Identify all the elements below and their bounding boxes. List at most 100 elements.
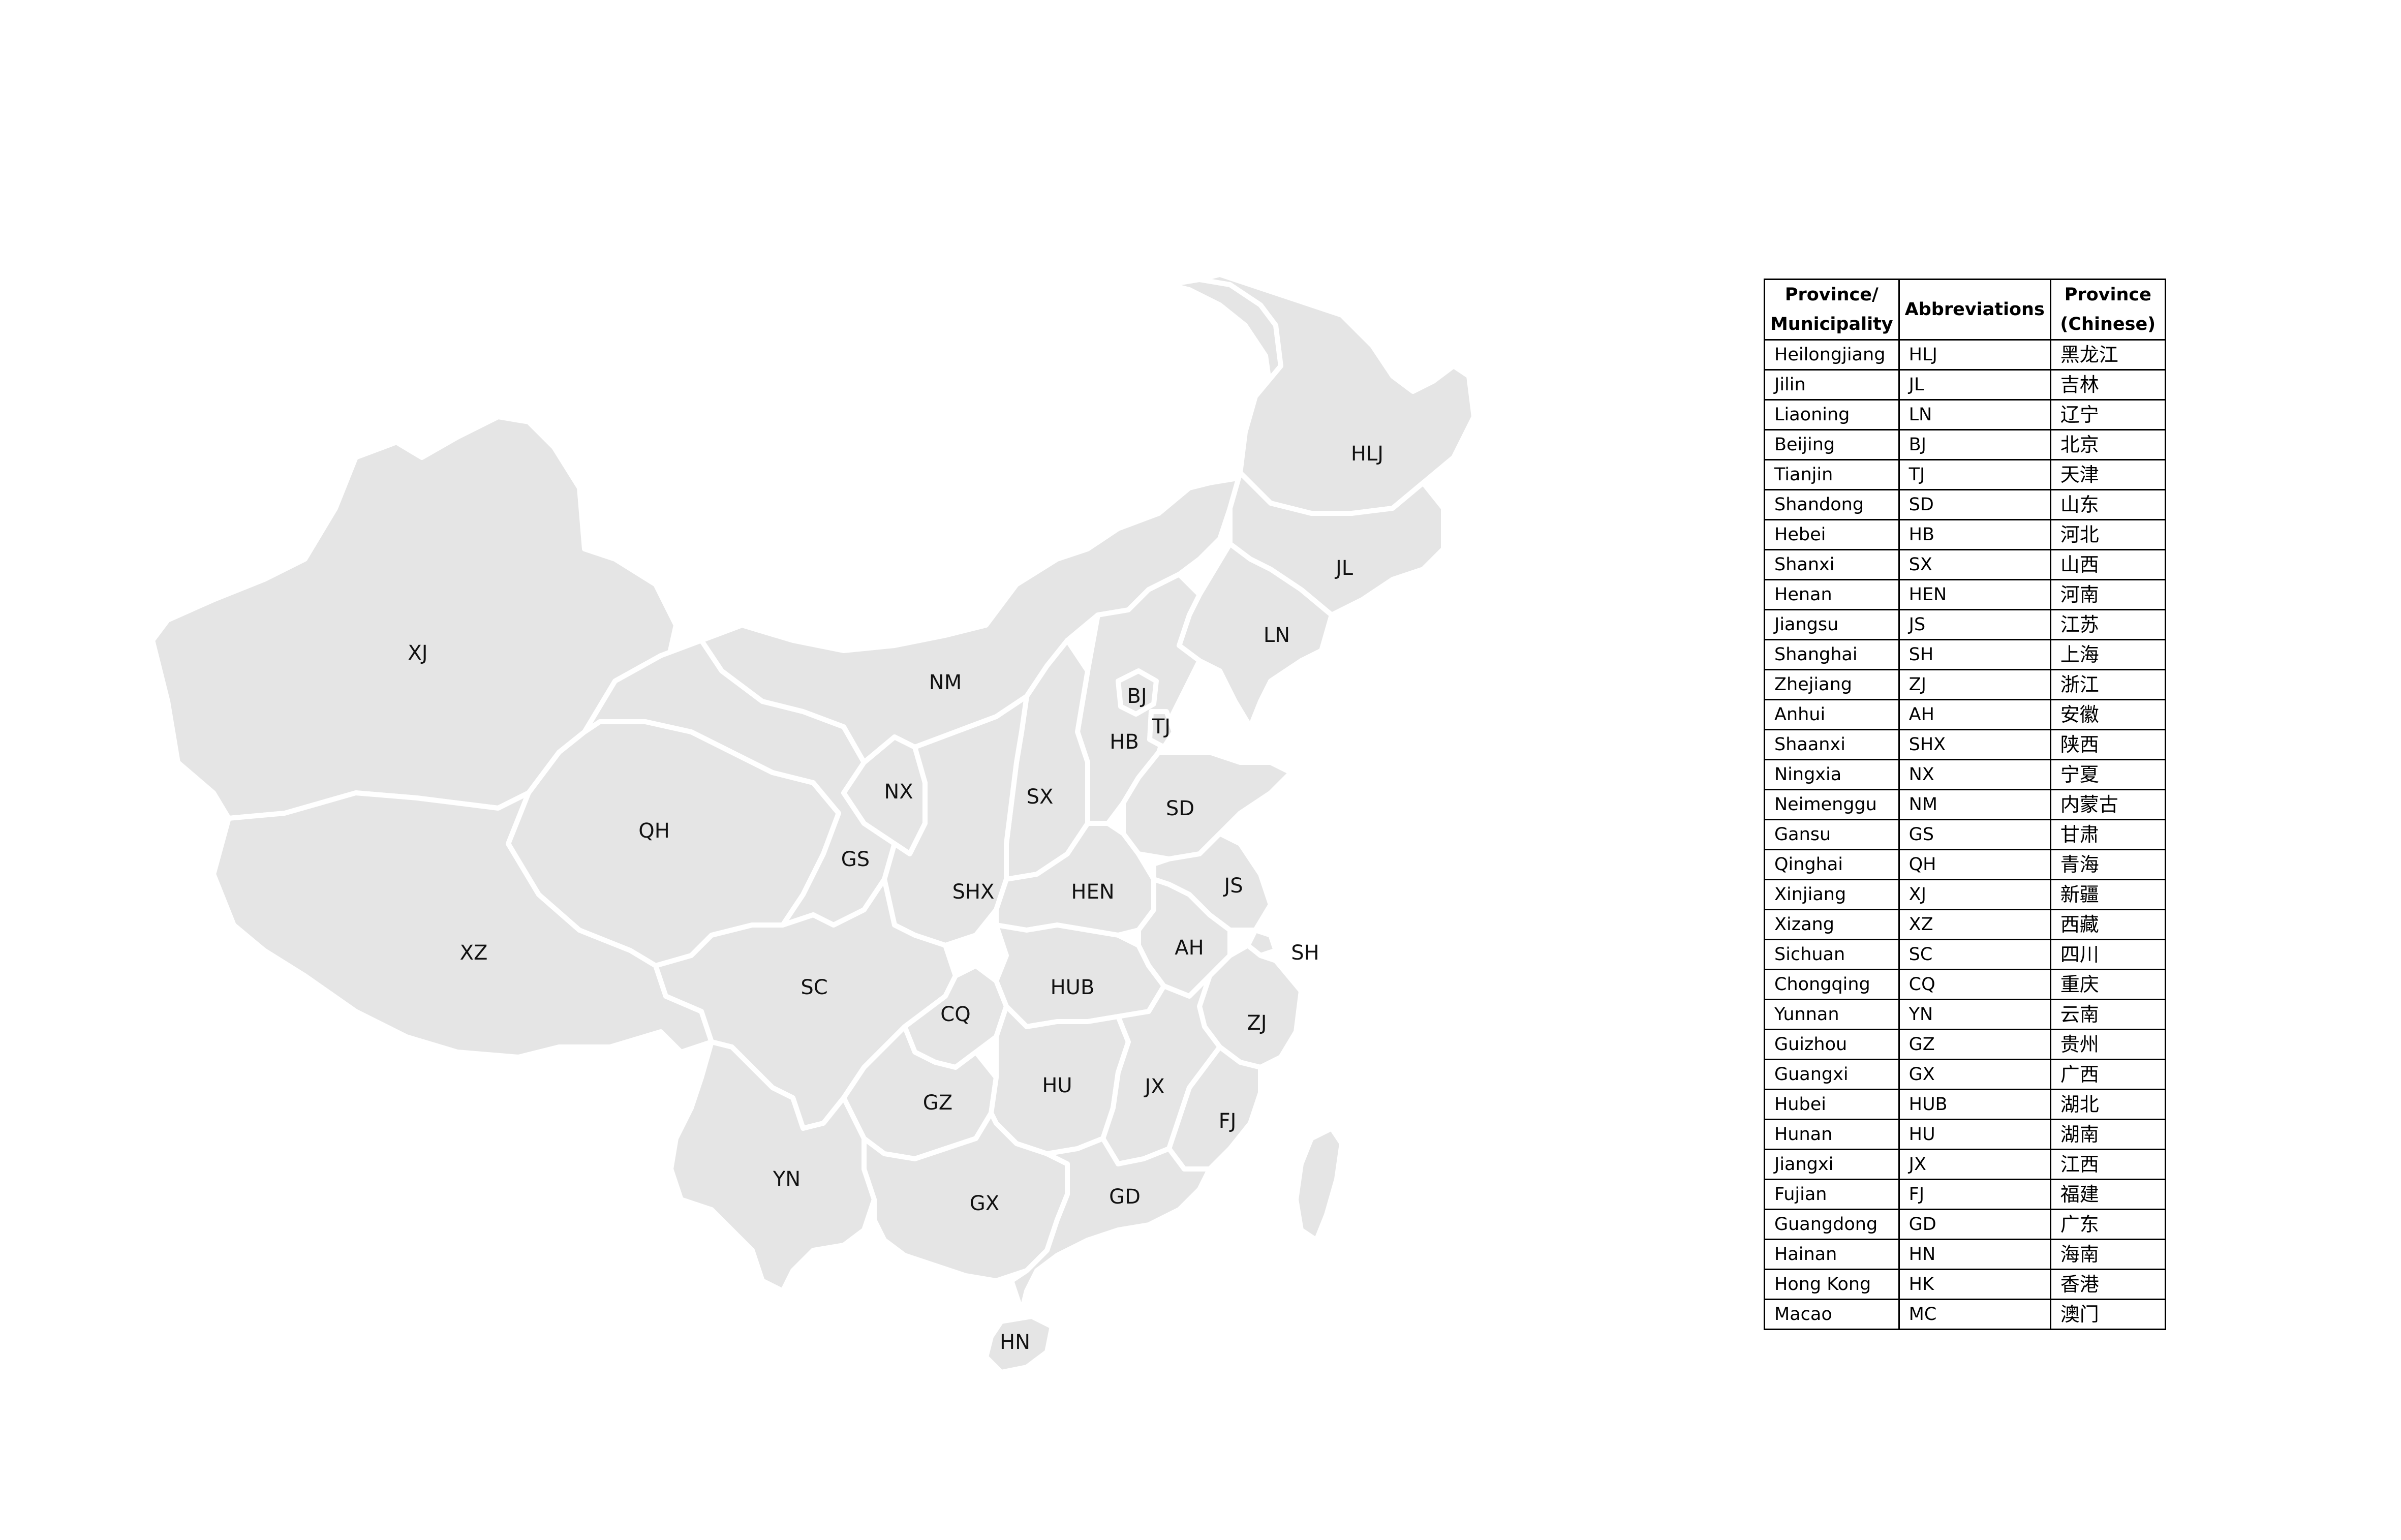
- table-row: Henan HEN 河南: [1764, 579, 2166, 610]
- map-label-bj: BJ: [1127, 685, 1147, 708]
- map-label-hb: HB: [1110, 730, 1139, 754]
- cell-province: Liaoning: [1764, 399, 1900, 430]
- cell-abbreviation: HEN: [1898, 579, 2051, 610]
- header-abbreviations: Abbreviations: [1898, 279, 2051, 341]
- cell-chinese: 澳门: [2049, 1299, 2166, 1330]
- cell-province: Fujian: [1764, 1179, 1900, 1210]
- cell-chinese: 上海: [2049, 639, 2166, 670]
- cell-chinese: 黑龙江: [2049, 339, 2166, 371]
- cell-abbreviation: MC: [1898, 1299, 2051, 1330]
- cell-chinese: 广西: [2049, 1059, 2166, 1090]
- cell-province: Heilongjiang: [1764, 339, 1900, 371]
- cell-chinese: 天津: [2049, 459, 2166, 490]
- table-header-row: Province/ Municipality Abbreviations Pro…: [1764, 279, 2166, 341]
- cell-abbreviation: HUB: [1898, 1089, 2051, 1120]
- map-label-sh: SH: [1291, 941, 1319, 965]
- cell-abbreviation: QH: [1898, 849, 2051, 880]
- cell-abbreviation: SC: [1898, 939, 2051, 970]
- cell-chinese: 云南: [2049, 999, 2166, 1030]
- cell-abbreviation: SHX: [1898, 729, 2051, 760]
- province-hlj: [1197, 272, 1476, 516]
- cell-province: Anhui: [1764, 699, 1900, 730]
- map-label-sd: SD: [1166, 797, 1194, 820]
- cell-chinese: 浙江: [2049, 669, 2166, 700]
- province-tj: [1147, 709, 1177, 750]
- cell-abbreviation: XZ: [1898, 909, 2051, 940]
- province-shapes: [150, 272, 1476, 1375]
- cell-abbreviation: HLJ: [1898, 339, 2051, 371]
- map-label-xz: XZ: [460, 941, 488, 965]
- table-row: Shandong SD 山东: [1764, 489, 2166, 520]
- cell-abbreviation: AH: [1898, 699, 2051, 730]
- province-shx: [882, 694, 1029, 948]
- table-row: Sichuan SC 四川: [1764, 939, 2166, 970]
- cell-abbreviation: GS: [1898, 819, 2051, 850]
- map-label-xj: XJ: [408, 641, 427, 665]
- cell-province: Gansu: [1764, 819, 1900, 850]
- cell-province: Hong Kong: [1764, 1269, 1900, 1300]
- cell-chinese: 河北: [2049, 519, 2166, 550]
- cell-chinese: 湖南: [2049, 1119, 2166, 1150]
- table-row: Fujian FJ 福建: [1764, 1179, 2166, 1210]
- cell-province: Sichuan: [1764, 939, 1900, 970]
- cell-province: Yunnan: [1764, 999, 1900, 1030]
- map-label-ah: AH: [1175, 936, 1204, 960]
- cell-province: Guangxi: [1764, 1059, 1900, 1090]
- map-label-js: JS: [1222, 874, 1243, 898]
- cell-chinese: 山东: [2049, 489, 2166, 520]
- cell-province: Neimenggu: [1764, 789, 1900, 820]
- cell-chinese: 西藏: [2049, 909, 2166, 940]
- cell-chinese: 青海: [2049, 849, 2166, 880]
- cell-abbreviation: YN: [1898, 999, 2051, 1030]
- cell-province: Zhejiang: [1764, 669, 1900, 700]
- map-label-jl: JL: [1334, 557, 1353, 580]
- cell-province: Xinjiang: [1764, 879, 1900, 910]
- map-label-nm: NM: [929, 671, 962, 694]
- province-bj: [1116, 668, 1159, 717]
- cell-abbreviation: SH: [1898, 639, 2051, 670]
- island-east: [1294, 1126, 1344, 1243]
- cell-abbreviation: SX: [1898, 549, 2051, 580]
- cell-abbreviation: NM: [1898, 789, 2051, 820]
- cell-province: Beijing: [1764, 429, 1900, 460]
- cell-abbreviation: HB: [1898, 519, 2051, 550]
- cell-chinese: 河南: [2049, 579, 2166, 610]
- cell-province: Hunan: [1764, 1119, 1900, 1150]
- map-label-gz: GZ: [923, 1091, 952, 1115]
- map-label-gs: GS: [841, 848, 870, 871]
- table-row: Anhui AH 安徽: [1764, 699, 2166, 730]
- cell-abbreviation: HK: [1898, 1269, 2051, 1300]
- province-abbreviation-table: Province/ Municipality Abbreviations Pro…: [1764, 279, 2166, 1330]
- map-label-gx: GX: [970, 1192, 999, 1215]
- cell-abbreviation: HN: [1898, 1239, 2051, 1270]
- table-row: Chongqing CQ 重庆: [1764, 969, 2166, 1000]
- table-row: Guizhou GZ 贵州: [1764, 1029, 2166, 1060]
- table-row: Hunan HU 湖南: [1764, 1119, 2166, 1150]
- map-label-sc: SC: [801, 976, 827, 999]
- cell-province: Henan: [1764, 579, 1900, 610]
- cell-province: Hubei: [1764, 1089, 1900, 1120]
- cell-abbreviation: LN: [1898, 399, 2051, 430]
- table-row: Qinghai QH 青海: [1764, 849, 2166, 880]
- header-province-chinese: Province (Chinese): [2049, 279, 2166, 341]
- cell-province: Hebei: [1764, 519, 1900, 550]
- cell-abbreviation: XJ: [1898, 879, 2051, 910]
- map-label-hub: HUB: [1051, 976, 1095, 999]
- province-hn: [983, 1314, 1055, 1375]
- map-label-hn: HN: [1000, 1331, 1030, 1354]
- table-body: Heilongjiang HLJ 黑龙江 Jilin JL 吉林 Liaoning LN 辽宁 B…: [1764, 339, 2166, 1330]
- map-label-hu: HU: [1042, 1074, 1072, 1097]
- cell-province: Ningxia: [1764, 759, 1900, 790]
- cell-abbreviation: GX: [1898, 1059, 2051, 1090]
- cell-abbreviation: HU: [1898, 1119, 2051, 1150]
- table-row: Jiangsu JS 江苏: [1764, 609, 2166, 640]
- table-row: Gansu GS 甘肃: [1764, 819, 2166, 850]
- map-label-ln: LN: [1264, 624, 1290, 647]
- map-label-fj: FJ: [1219, 1110, 1237, 1133]
- cell-chinese: 海南: [2049, 1239, 2166, 1270]
- cell-chinese: 江苏: [2049, 609, 2166, 640]
- cell-abbreviation: GD: [1898, 1209, 2051, 1240]
- table-row: Jiangxi JX 江西: [1764, 1149, 2166, 1180]
